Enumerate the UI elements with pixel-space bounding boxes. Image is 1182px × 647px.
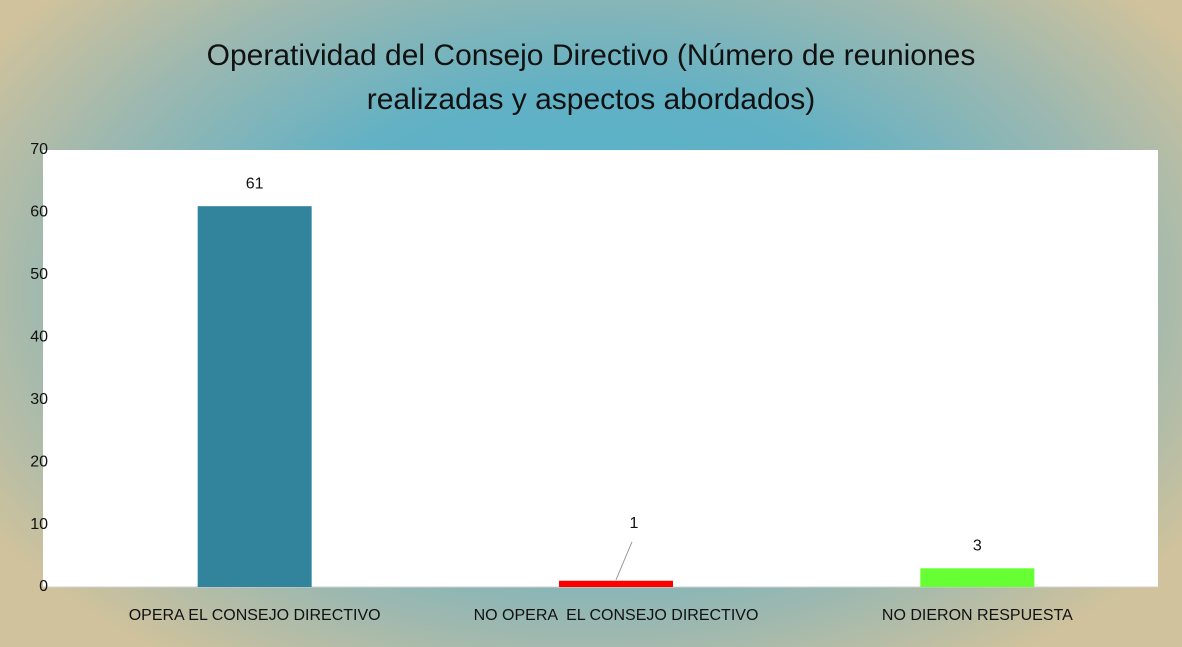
y-tick-label: 30 [30,391,48,408]
y-tick-label: 70 [30,141,48,158]
y-tick-label: 40 [30,329,48,346]
bar [920,568,1035,587]
data-label: 61 [246,175,264,192]
y-tick-label: 50 [30,266,48,283]
x-tick-label: NO OPERA EL CONSEJO DIRECTIVO [474,607,759,624]
y-tick-label: 10 [30,516,48,533]
bar [197,206,312,587]
data-label: 1 [630,515,639,532]
y-tick-label: 60 [30,204,48,221]
y-tick-label: 20 [30,453,48,470]
chart-title: Operatividad del Consejo Directivo (Núme… [206,39,976,116]
x-tick-label: NO DIERON RESPUESTA [882,607,1073,624]
data-label: 3 [973,537,982,554]
x-tick-label: OPERA EL CONSEJO DIRECTIVO [129,607,381,624]
bar [559,580,673,587]
y-tick-label: 0 [39,578,48,595]
leader-line [615,541,633,580]
